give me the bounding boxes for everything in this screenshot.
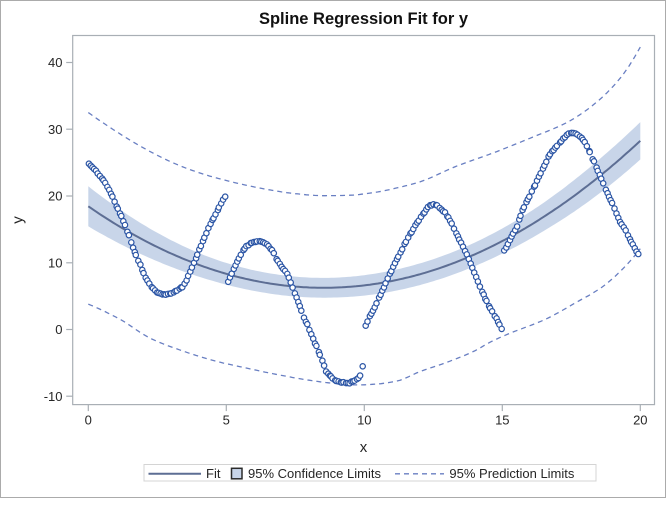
svg-text:Fit: Fit [206, 466, 221, 481]
svg-text:x: x [360, 439, 368, 456]
svg-text:30: 30 [48, 122, 62, 137]
svg-text:10: 10 [48, 255, 62, 270]
svg-text:Spline Regression Fit for y: Spline Regression Fit for y [259, 10, 469, 28]
svg-text:10: 10 [357, 413, 371, 428]
svg-text:-10: -10 [44, 389, 63, 404]
svg-text:0: 0 [55, 322, 62, 337]
svg-text:95% Prediction Limits: 95% Prediction Limits [449, 466, 574, 481]
svg-text:0: 0 [85, 413, 92, 428]
svg-text:40: 40 [48, 55, 62, 70]
svg-text:95% Confidence Limits: 95% Confidence Limits [248, 466, 381, 481]
svg-text:15: 15 [495, 413, 509, 428]
svg-text:y: y [10, 216, 27, 224]
svg-text:20: 20 [48, 189, 62, 204]
svg-text:5: 5 [223, 413, 230, 428]
svg-text:20: 20 [633, 413, 647, 428]
